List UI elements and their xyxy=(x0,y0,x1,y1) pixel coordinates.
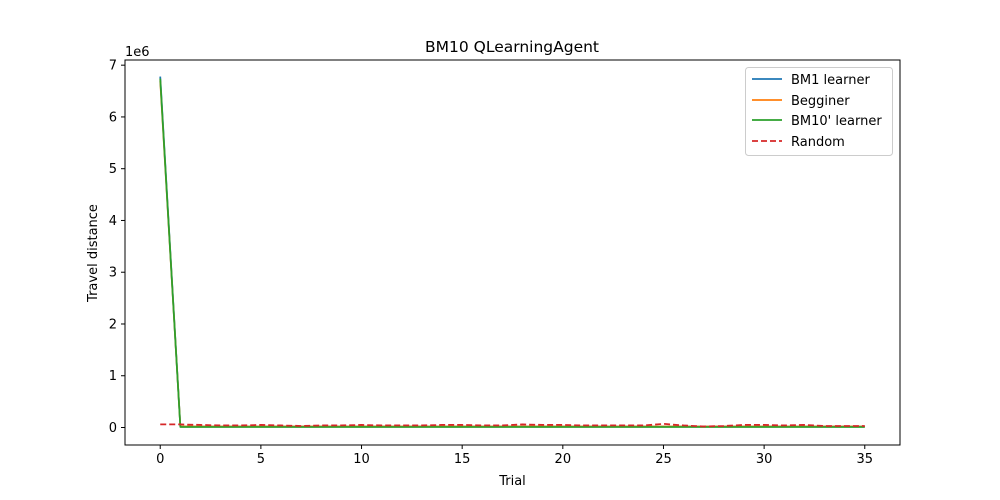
chart-title: BM10 QLearningAgent xyxy=(425,38,599,56)
legend-label-begginer: Begginer xyxy=(791,94,850,109)
x-tick-label: 30 xyxy=(756,452,773,467)
legend-label-bm1-learner: BM1 learner xyxy=(791,73,870,88)
y-tick-label: 1 xyxy=(109,369,117,384)
series-line-random xyxy=(160,423,865,428)
x-tick-label: 5 xyxy=(257,452,265,467)
y-offset-text: 1e6 xyxy=(125,45,150,60)
y-axis-label: Travel distance xyxy=(86,204,101,303)
y-tick-label: 4 xyxy=(109,214,117,229)
x-tick-label: 20 xyxy=(555,452,572,467)
series-line-bm10-learner xyxy=(159,78,865,428)
plot-lines xyxy=(159,76,865,428)
x-tick-label: 35 xyxy=(856,452,873,467)
plot-frame xyxy=(124,59,901,446)
y-tick-label: 3 xyxy=(109,266,117,281)
y-tick-label: 5 xyxy=(109,162,117,177)
y-tick-label: 7 xyxy=(109,59,117,74)
legend-label-bm10-learner: BM10' learner xyxy=(791,114,882,129)
y-tick-label: 2 xyxy=(109,317,117,332)
x-tick-label: 10 xyxy=(353,452,370,467)
legend-label-random: Random xyxy=(791,135,845,150)
x-axis-label: Trial xyxy=(498,474,526,489)
tick-layer: 0 5 10 15 20 25 30 35 0 1 2 3 4 5 6 7 xyxy=(109,59,873,467)
x-tick-label: 0 xyxy=(156,452,164,467)
y-tick-label: 0 xyxy=(109,421,117,436)
x-tick-label: 15 xyxy=(454,452,471,467)
x-tick-label: 25 xyxy=(655,452,672,467)
legend: BM1 learner Begginer BM10' learner Rando… xyxy=(745,67,893,156)
legend-box xyxy=(745,67,893,156)
y-tick-label: 6 xyxy=(109,110,117,125)
